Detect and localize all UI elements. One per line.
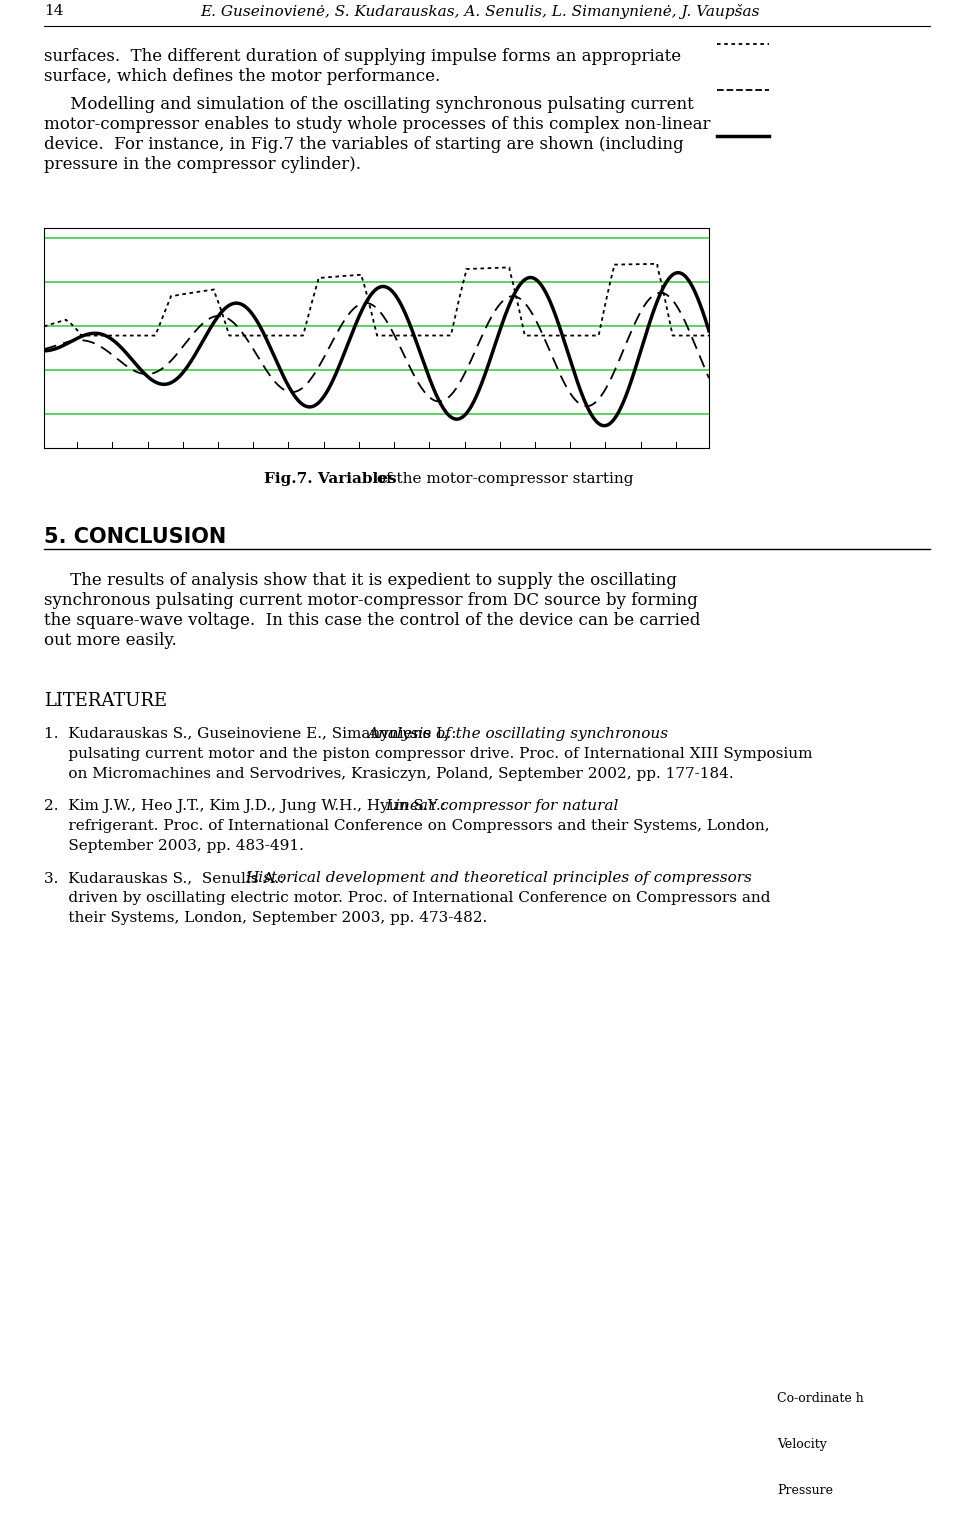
Text: 2.  Kim J.W., Heo J.T., Kim J.D., Jung W.H., Hyun S.Y.:: 2. Kim J.W., Heo J.T., Kim J.D., Jung W.… [44,799,451,813]
Text: Pressure: Pressure [778,1483,833,1497]
Text: pressure in the compressor cylinder).: pressure in the compressor cylinder). [44,156,361,173]
Text: September 2003, pp. 483-491.: September 2003, pp. 483-491. [44,839,304,853]
Text: Co-ordinate h: Co-ordinate h [778,1391,864,1405]
Text: 1.  Kudarauskas S., Guseinoviene E., Simanyniene L.:: 1. Kudarauskas S., Guseinoviene E., Sima… [44,727,462,741]
Text: The results of analysis show that it is expedient to supply the oscillating: The results of analysis show that it is … [44,572,677,589]
Text: device.  For instance, in Fig.7 the variables of starting are shown (including: device. For instance, in Fig.7 the varia… [44,137,684,153]
Text: 14: 14 [44,5,63,18]
Text: the square-wave voltage.  In this case the control of the device can be carried: the square-wave voltage. In this case th… [44,612,701,629]
Text: of the motor-compressor starting: of the motor-compressor starting [372,472,634,486]
Text: synchronous pulsating current motor-compressor from DC source by forming: synchronous pulsating current motor-comp… [44,592,698,609]
Text: Linear compressor for natural: Linear compressor for natural [386,799,619,813]
Text: surface, which defines the motor performance.: surface, which defines the motor perform… [44,67,441,84]
Text: driven by oscillating electric motor. Proc. of International Conference on Compr: driven by oscillating electric motor. Pr… [44,891,771,905]
Text: surfaces.  The different duration of supplying impulse forms an appropriate: surfaces. The different duration of supp… [44,48,682,64]
Text: out more easily.: out more easily. [44,632,177,649]
Text: Analysis of the oscillating synchronous: Analysis of the oscillating synchronous [368,727,668,741]
Text: motor-compressor enables to study whole processes of this complex non-linear: motor-compressor enables to study whole … [44,117,710,133]
Text: Fig.7. Variables: Fig.7. Variables [264,472,396,486]
Text: pulsating current motor and the piston compressor drive. Proc. of International : pulsating current motor and the piston c… [44,747,812,761]
Text: on Micromachines and Servodrives, Krasiczyn, Poland, September 2002, pp. 177-184: on Micromachines and Servodrives, Krasic… [44,767,733,781]
Text: 3.  Kudarauskas S.,  Senulis A.:: 3. Kudarauskas S., Senulis A.: [44,871,289,885]
Text: E. Guseinovienė, S. Kudarauskas, A. Senulis, L. Simanynienė, J. Vaupšas: E. Guseinovienė, S. Kudarauskas, A. Senu… [201,5,759,18]
Text: LITERATURE: LITERATURE [44,692,167,710]
Text: Velocity: Velocity [778,1437,827,1451]
Text: Modelling and simulation of the oscillating synchronous pulsating current: Modelling and simulation of the oscillat… [44,97,694,114]
Text: 5. CONCLUSION: 5. CONCLUSION [44,528,227,548]
Text: their Systems, London, September 2003, pp. 473-482.: their Systems, London, September 2003, p… [44,911,488,925]
Text: Historical development and theoretical principles of compressors: Historical development and theoretical p… [246,871,753,885]
Text: refrigerant. Proc. of International Conference on Compressors and their Systems,: refrigerant. Proc. of International Conf… [44,819,770,833]
